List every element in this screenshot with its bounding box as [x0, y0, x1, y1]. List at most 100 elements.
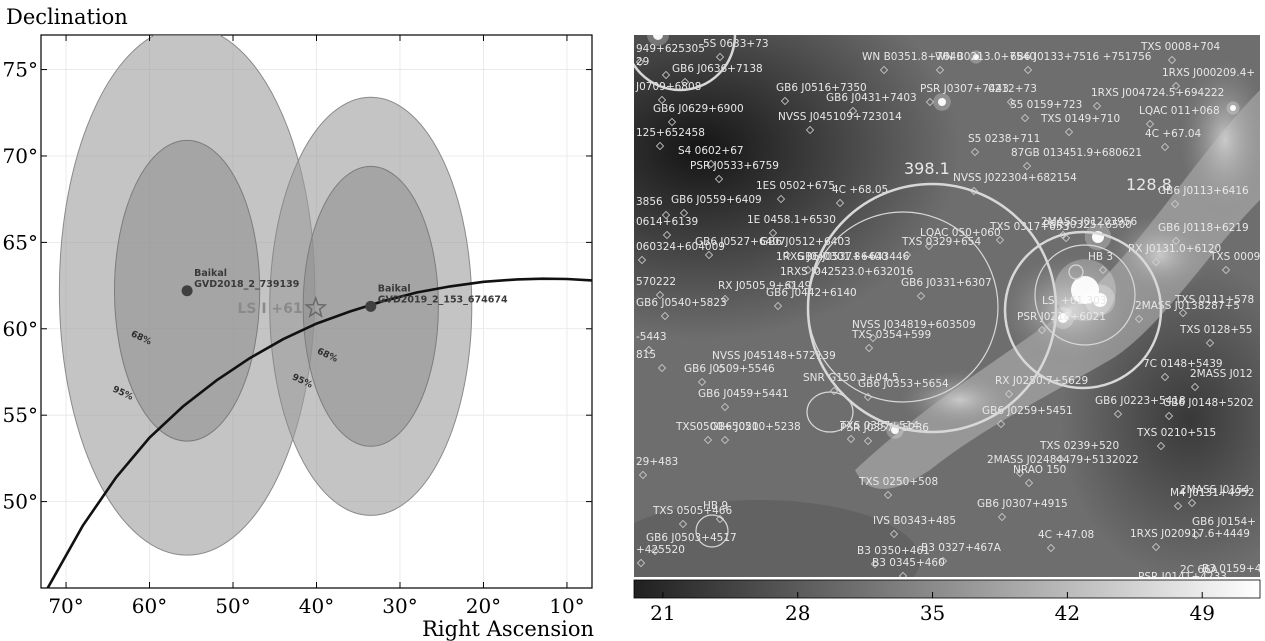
x-tick-label: 10°	[549, 594, 584, 618]
colorbar-white-line	[634, 577, 1260, 580]
source-diamond-marker	[916, 291, 926, 301]
x-tick-label: 20°	[466, 594, 501, 618]
catalog-source-label: GB6 J0331+6307	[901, 277, 992, 289]
source-diamond-marker	[1151, 257, 1161, 267]
catalog-source-label: PSR J0218+6021	[1017, 311, 1106, 323]
catalog-source-label: GB6 J0223+5418	[1095, 395, 1186, 407]
source-diamond-marker	[864, 343, 874, 353]
catalog-source-label: B3 0350+461	[857, 545, 930, 557]
catalog-source-label: GB6 J0307+4915	[977, 498, 1068, 510]
source-diamond-marker	[1187, 498, 1197, 508]
catalog-source-label: NVSS J045148+572139	[712, 350, 836, 362]
catalog-source-label: IVS B0343+485	[873, 515, 956, 527]
source-diamond-marker	[848, 106, 858, 116]
source-diamond-marker	[1046, 543, 1056, 553]
catalog-source-label: TXS 0317+653	[989, 221, 1069, 233]
source-diamond-marker	[883, 490, 893, 500]
source-diamond-marker	[1070, 309, 1080, 319]
catalog-source-label: 2MASS J012	[1190, 368, 1253, 380]
source-diamond-marker	[773, 301, 783, 311]
bright-stars	[647, 35, 1240, 439]
catalog-source-label: RX J0131.0+6120	[1128, 243, 1221, 255]
bright-cloud	[1000, 255, 1140, 365]
source-diamond-marker	[1205, 338, 1215, 348]
catalog-source-label: TXS 0210+515	[1136, 427, 1216, 439]
source-diamond-marker	[657, 95, 667, 105]
source-diamond-marker	[803, 265, 813, 275]
x-tick-label: 70°	[48, 594, 83, 618]
map-circles	[634, 35, 1163, 548]
star-glow	[933, 93, 951, 111]
catalog-source-label: GB6 J0431+7403	[826, 92, 917, 104]
catalog-source-label: 2C 66A	[1180, 564, 1219, 576]
source-diamond-marker	[780, 96, 790, 106]
y-axis-label: Declination	[6, 5, 128, 29]
source-diamond-marker	[970, 147, 980, 157]
source-diamond-marker	[996, 419, 1006, 429]
colorbar-ticks: 21 28 35 42 49	[650, 592, 1215, 625]
catalog-source-label: TXS0500+5021	[675, 421, 759, 433]
catalog-source-label: 4C +67.04	[1145, 128, 1202, 140]
catalog-source-label: GB6 J0353+5654	[858, 378, 949, 390]
event-label-line2: GVD2019_2_153_674674	[378, 294, 508, 305]
catalog-source-label: GB6 J0118+6219	[1158, 222, 1249, 234]
y-tick-label: 55°	[3, 403, 38, 427]
source-diamond-marker	[846, 434, 856, 444]
source-diamond-marker	[1113, 409, 1123, 419]
source-diamond-marker	[1171, 236, 1181, 246]
catalog-source-label: 949+625305	[636, 43, 705, 55]
catalog-source-label: 29	[636, 56, 649, 68]
catalog-source-label: S5 0238+711	[968, 133, 1040, 145]
source-diamond-marker	[782, 250, 792, 260]
catalog-source-label: LQAC 011+068	[1139, 105, 1220, 117]
source-diamond-marker	[1024, 478, 1034, 488]
catalog-source-label: 4C +68.05	[832, 184, 888, 196]
catalog-source-label: NRAO 150	[1013, 464, 1066, 476]
source-diamond-marker	[678, 519, 688, 529]
event-label-line1: Baikal	[378, 283, 411, 294]
source-diamond-marker	[1015, 468, 1025, 478]
source-star-marker	[304, 295, 328, 318]
source-diamond-marker	[938, 556, 948, 566]
catalog-source-label: 0212+73	[988, 83, 1037, 95]
source-diamond-marker	[662, 230, 672, 240]
catalog-source-label: LSI +61 303	[1042, 295, 1107, 307]
source-diamond-marker	[925, 97, 935, 107]
circle-value-label: 128.8	[1126, 175, 1172, 194]
catalog-source-label: GB6 J0509+5546	[684, 363, 775, 375]
catalog-source-label: TXS 0250+508	[858, 476, 938, 488]
source-diamond-marker	[1160, 142, 1170, 152]
source-diamond-marker	[924, 241, 934, 251]
corner-circle	[634, 35, 737, 92]
colorbar-tick-label: 42	[1055, 601, 1080, 625]
source-diamond-marker	[1020, 113, 1030, 123]
catalog-source-label: 4C +47.08	[1038, 529, 1094, 541]
bright-cloud	[900, 370, 1020, 430]
small-circle	[1068, 264, 1084, 280]
catalog-source-label: PSR J0307+7443	[920, 83, 1009, 95]
catalog-source-label: J0709+6808	[635, 81, 701, 93]
catalog-source-label: WN B0351.8+7640	[862, 51, 963, 63]
catalog-source-label: NVSS J022304+682154	[953, 172, 1077, 184]
source-diamond-marker	[805, 125, 815, 135]
bright-star	[938, 98, 946, 106]
catalog-source-label: B3 0345+460	[872, 557, 945, 569]
source-diamond-marker	[715, 52, 725, 62]
catalog-source-label: GB6 J0629+6900	[653, 103, 744, 115]
source-diamond-marker	[706, 159, 716, 169]
source-diamond-marker	[1191, 530, 1201, 540]
source-label: LS I +61	[237, 301, 302, 317]
catalog-source-label: NVSS J045109+723014	[778, 111, 902, 123]
event1-68-circle	[807, 211, 999, 403]
event-label-line1: Baikal	[194, 268, 227, 279]
catalog-source-label: 2MASS J01203956	[1041, 216, 1137, 228]
source-diamond-marker	[650, 546, 660, 556]
catalog-source-label: 1RXS J004724.5+694222	[1091, 87, 1224, 99]
star-glow	[969, 50, 983, 64]
colorbar-tick-label: 28	[785, 601, 810, 625]
catalog-source-label: GB6 J0636+7138	[672, 63, 763, 75]
x-tick-label: 30°	[382, 594, 417, 618]
source-diamond-marker	[868, 333, 878, 343]
